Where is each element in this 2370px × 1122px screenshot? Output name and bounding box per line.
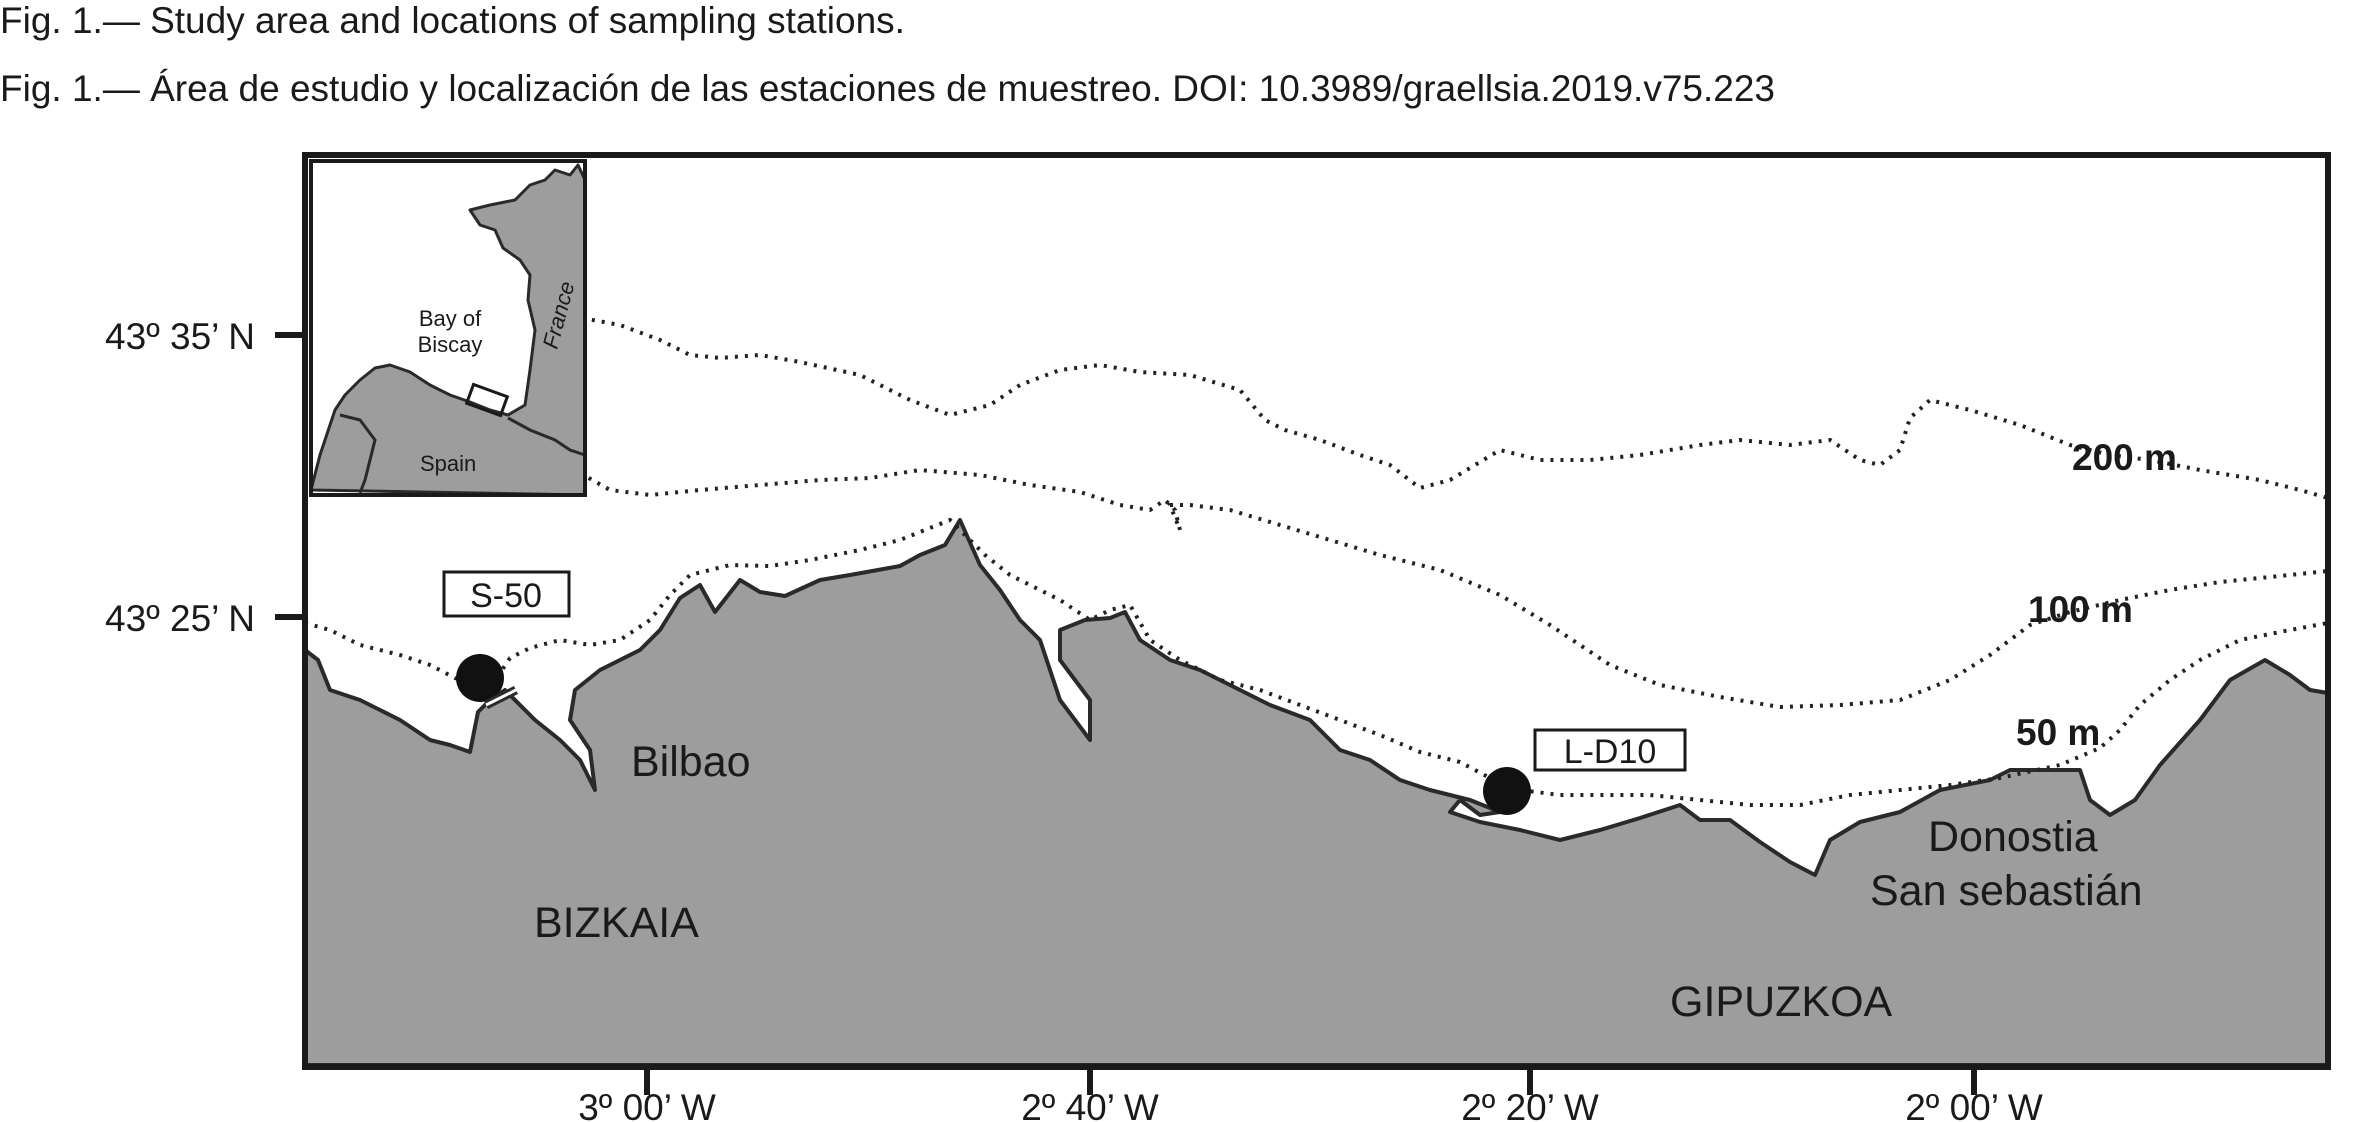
lon-label-2-20: 2º 20’ W xyxy=(1461,1087,1599,1122)
province-label-gipuzkoa: GIPUZKOA xyxy=(1670,978,1893,1026)
station-marker-s50 xyxy=(456,654,504,702)
inset-label-bay-of: Bay of xyxy=(419,306,482,331)
lon-label-3-00: 3º 00’ W xyxy=(578,1087,716,1122)
isobath-100m xyxy=(579,467,2329,710)
inset-land xyxy=(309,163,587,497)
lat-label-43-35: 43º 35’ N xyxy=(105,316,255,357)
inset-portugal-border xyxy=(339,413,377,494)
inset-label-biscay: Biscay xyxy=(418,332,483,357)
lat-label-43-25: 43º 25’ N xyxy=(105,598,255,639)
isobath-label-50m: 50 m xyxy=(2016,712,2100,753)
isobath-50m xyxy=(304,517,2329,807)
breakwater-bilbao-inner xyxy=(485,688,517,707)
figure-caption-english: Fig. 1.— Study area and locations of sam… xyxy=(0,0,905,41)
inset-spain-france-border xyxy=(507,416,586,457)
station-label-box-ld10 xyxy=(1533,728,1687,772)
map-frame xyxy=(302,152,2331,1070)
inset-frame xyxy=(309,159,587,497)
station-marker-ld10 xyxy=(1483,767,1531,815)
city-label-donostia: Donostia xyxy=(1928,813,2098,861)
isobath-label-100m: 100 m xyxy=(2028,589,2133,630)
inset-locator-map: Bay of Biscay Spain France xyxy=(309,159,587,497)
inset-study-area-box xyxy=(464,382,510,418)
isobath-200m xyxy=(581,316,2329,500)
province-label-bizkaia: BIZKAIA xyxy=(534,899,699,947)
isobath-label-200m: 200 m xyxy=(2072,437,2177,478)
city-label-bilbao: Bilbao xyxy=(631,738,751,786)
station-label-box-s50 xyxy=(442,570,571,618)
lon-label-2-00: 2º 00’ W xyxy=(1905,1087,2043,1122)
station-label-ld10: L-D10 xyxy=(1564,733,1657,771)
station-label-s50: S-50 xyxy=(470,577,542,615)
inset-label-spain: Spain xyxy=(420,451,476,476)
land-mass xyxy=(303,518,2330,1067)
city-label-san-sebastian: San sebastián xyxy=(1870,867,2143,915)
figure-caption-spanish: Fig. 1.— Área de estudio y localización … xyxy=(0,68,1775,109)
lon-label-2-40: 2º 40’ W xyxy=(1021,1087,1159,1122)
